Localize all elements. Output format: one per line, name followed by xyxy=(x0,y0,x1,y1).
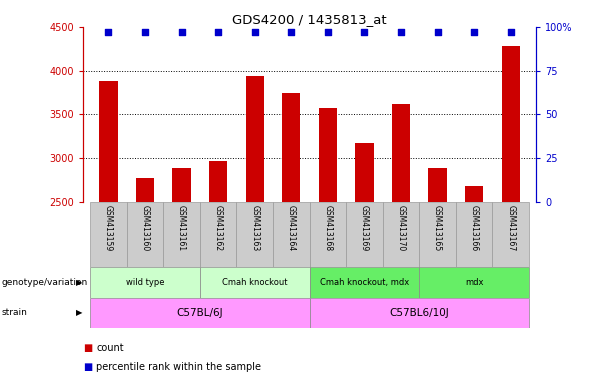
Bar xyxy=(465,186,483,202)
Text: GSM413161: GSM413161 xyxy=(177,205,186,251)
Text: GSM413164: GSM413164 xyxy=(287,205,296,251)
Bar xyxy=(99,81,118,202)
Text: ▶: ▶ xyxy=(76,308,83,318)
Bar xyxy=(419,267,529,298)
Bar xyxy=(246,76,264,202)
Bar xyxy=(456,202,492,267)
Text: mdx: mdx xyxy=(465,278,484,287)
Bar xyxy=(346,202,383,267)
Bar xyxy=(310,267,419,298)
Text: C57BL6/10J: C57BL6/10J xyxy=(389,308,449,318)
Text: GSM413169: GSM413169 xyxy=(360,205,369,251)
Bar xyxy=(428,169,447,202)
Point xyxy=(396,29,406,35)
Text: GSM413162: GSM413162 xyxy=(213,205,223,251)
Text: C57BL/6J: C57BL/6J xyxy=(177,308,223,318)
Bar xyxy=(392,104,410,202)
Point xyxy=(140,29,150,35)
Bar xyxy=(209,161,227,202)
Text: percentile rank within the sample: percentile rank within the sample xyxy=(96,362,261,372)
Point xyxy=(323,29,333,35)
Text: GSM413159: GSM413159 xyxy=(104,205,113,251)
Text: wild type: wild type xyxy=(126,278,164,287)
Text: GSM413170: GSM413170 xyxy=(397,205,406,251)
Text: ▶: ▶ xyxy=(76,278,83,287)
Text: genotype/variation: genotype/variation xyxy=(1,278,88,287)
Text: Cmah knockout, mdx: Cmah knockout, mdx xyxy=(320,278,409,287)
Bar xyxy=(273,202,310,267)
Bar xyxy=(172,169,191,202)
Bar xyxy=(163,202,200,267)
Text: Cmah knockout: Cmah knockout xyxy=(222,278,287,287)
Bar xyxy=(200,202,237,267)
Text: GSM413163: GSM413163 xyxy=(250,205,259,251)
Point xyxy=(360,29,370,35)
Bar xyxy=(356,143,373,202)
Text: ■: ■ xyxy=(83,343,92,353)
Bar xyxy=(200,267,310,298)
Bar xyxy=(501,46,520,202)
Point xyxy=(213,29,223,35)
Text: GSM413165: GSM413165 xyxy=(433,205,442,251)
Text: GSM413160: GSM413160 xyxy=(140,205,150,251)
Bar xyxy=(310,202,346,267)
Point xyxy=(433,29,443,35)
Text: strain: strain xyxy=(1,308,27,318)
Text: GSM413167: GSM413167 xyxy=(506,205,516,251)
Text: GSM413168: GSM413168 xyxy=(323,205,332,251)
Bar xyxy=(419,202,456,267)
Title: GDS4200 / 1435813_at: GDS4200 / 1435813_at xyxy=(232,13,387,26)
Bar xyxy=(492,202,529,267)
Bar xyxy=(90,267,200,298)
Point xyxy=(177,29,186,35)
Bar xyxy=(127,202,163,267)
Text: ■: ■ xyxy=(83,362,92,372)
Bar xyxy=(310,298,529,328)
Bar xyxy=(383,202,419,267)
Bar xyxy=(90,202,127,267)
Text: GSM413166: GSM413166 xyxy=(470,205,479,251)
Point xyxy=(104,29,113,35)
Bar xyxy=(319,108,337,202)
Point xyxy=(249,29,259,35)
Bar xyxy=(90,298,310,328)
Bar xyxy=(136,178,154,202)
Point xyxy=(470,29,479,35)
Bar xyxy=(237,202,273,267)
Point xyxy=(506,29,516,35)
Point xyxy=(286,29,296,35)
Text: count: count xyxy=(96,343,124,353)
Bar xyxy=(282,93,300,202)
